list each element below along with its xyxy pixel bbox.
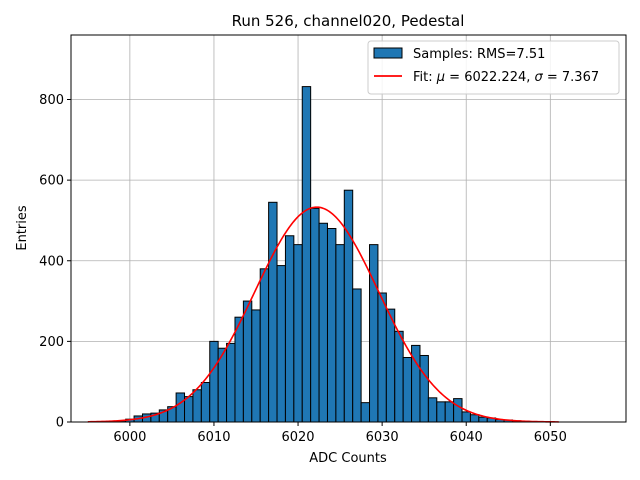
histogram-bar xyxy=(326,228,337,423)
legend-fit-mu-symbol: μ xyxy=(436,70,445,85)
histogram-bar xyxy=(461,411,471,423)
histogram-bar xyxy=(352,288,362,423)
x-tick-label: 6030 xyxy=(366,430,399,445)
histogram-bar xyxy=(200,381,211,423)
grid-lines xyxy=(71,35,626,423)
x-axis-ticks: 6000 6010 6020 6030 6040 6050 xyxy=(113,422,567,445)
histogram-bar xyxy=(242,300,253,423)
histogram-bar xyxy=(453,398,463,423)
histogram-bar xyxy=(444,401,455,423)
histogram-bar xyxy=(335,244,345,423)
histogram-bar xyxy=(192,389,202,423)
histogram-bar xyxy=(318,222,328,423)
histogram-bar xyxy=(436,401,446,423)
histogram-bar xyxy=(343,189,354,423)
x-tick-label: 6050 xyxy=(534,430,567,445)
legend-fit-prefix: Fit: xyxy=(413,70,437,85)
x-tick-label: 6040 xyxy=(450,430,483,445)
histogram-bar xyxy=(259,268,270,423)
histogram-bar xyxy=(427,397,438,423)
y-tick-label: 400 xyxy=(39,254,64,269)
histogram-bar xyxy=(268,201,278,423)
legend-histogram-swatch xyxy=(373,47,403,59)
x-axis-label: ADC Counts xyxy=(309,451,387,466)
histogram-bar xyxy=(234,316,244,423)
legend: Samples: RMS=7.51 Fit: μ = 6022.224, σ =… xyxy=(367,40,620,95)
plot-frame xyxy=(70,34,627,423)
legend-fit-mu-value: = 6022.224, xyxy=(445,70,534,85)
histogram-bar xyxy=(251,309,261,423)
legend-box xyxy=(367,40,620,95)
y-tick-label: 800 xyxy=(39,93,64,108)
legend-fit-sigma-value: = 7.367 xyxy=(543,70,599,85)
histogram-bar xyxy=(175,392,186,423)
histogram-bar xyxy=(293,244,303,423)
histogram-bar xyxy=(360,402,371,423)
histogram-bars xyxy=(116,86,539,423)
y-tick-label: 0 xyxy=(56,416,64,431)
histogram-bar xyxy=(469,414,480,423)
histogram-bar xyxy=(419,354,429,423)
histogram-bar xyxy=(301,86,312,423)
histogram-bar xyxy=(284,235,295,423)
histogram-bar xyxy=(385,308,396,423)
histogram-bar xyxy=(184,396,194,423)
histogram-bar xyxy=(209,340,219,423)
y-tick-label: 200 xyxy=(39,335,64,350)
x-tick-label: 6020 xyxy=(281,430,314,445)
histogram-bar xyxy=(226,342,236,423)
chart-title: Run 526, channel020, Pedestal xyxy=(232,12,465,30)
y-axis-label: Entries xyxy=(15,205,30,251)
histogram-bar xyxy=(310,207,320,423)
histogram-bar xyxy=(276,265,286,423)
histogram-bar xyxy=(402,357,413,423)
x-tick-label: 6000 xyxy=(113,430,146,445)
fit-curve xyxy=(87,206,559,423)
histogram-bar xyxy=(377,292,387,423)
y-axis-ticks: 0 200 400 600 800 xyxy=(39,93,71,431)
legend-histogram-label: Samples: RMS=7.51 xyxy=(413,47,545,62)
x-tick-label: 6010 xyxy=(197,430,230,445)
histogram-bar xyxy=(369,244,379,423)
histogram-bar xyxy=(478,416,488,423)
legend-fit-label: Fit: μ = 6022.224, σ = 7.367 xyxy=(413,70,599,85)
y-tick-label: 600 xyxy=(39,174,64,189)
histogram-bar xyxy=(394,330,404,423)
legend-fit-sigma-symbol: σ xyxy=(535,70,544,85)
